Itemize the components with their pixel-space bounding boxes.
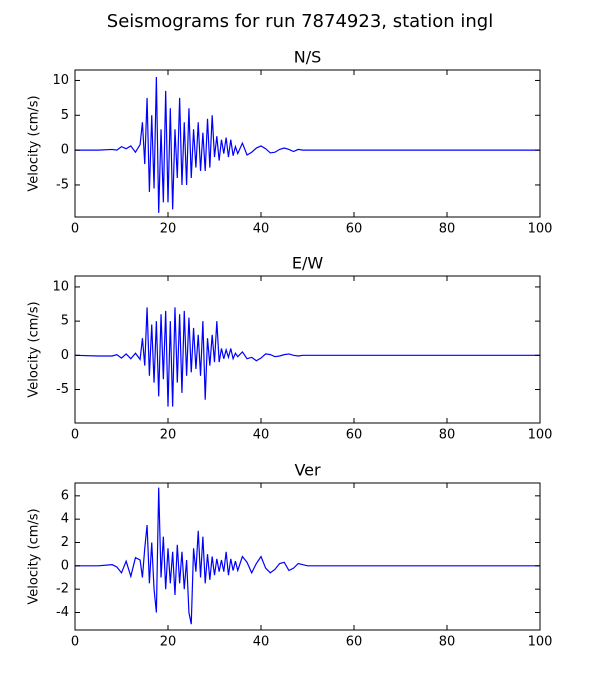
y-tick-label: -2 <box>56 582 69 597</box>
x-tick-label: 0 <box>71 428 79 443</box>
plot-frame <box>74 482 541 631</box>
y-tick-label: -5 <box>56 382 69 397</box>
y-tick-label: -5 <box>56 177 69 192</box>
y-tick-label: 4 <box>61 512 69 527</box>
plot-frame <box>74 275 541 424</box>
x-tick-label: 60 <box>346 428 363 443</box>
subplot-title: Ver <box>294 461 321 480</box>
y-tick-label: 0 <box>61 143 69 158</box>
y-tick-label: -4 <box>56 605 69 620</box>
x-tick-label: 20 <box>160 222 177 237</box>
x-tick-label: 60 <box>346 222 363 237</box>
x-tick-label: 80 <box>439 635 456 650</box>
x-tick-label: 100 <box>528 635 553 650</box>
x-tick-label: 20 <box>160 428 177 443</box>
subplot-title: E/W <box>292 254 324 273</box>
y-tick-label: 0 <box>61 558 69 573</box>
y-axis-label: Velocity (cm/s) <box>27 301 42 397</box>
x-tick-label: 40 <box>253 222 270 237</box>
y-tick-label: 5 <box>61 314 69 329</box>
seismogram-line <box>74 307 540 407</box>
subplot-title: N/S <box>294 48 322 67</box>
x-tick-label: 0 <box>71 222 79 237</box>
y-tick-label: 0 <box>61 348 69 363</box>
x-tick-label: 40 <box>253 635 270 650</box>
x-tick-label: 20 <box>160 635 177 650</box>
y-tick-label: 5 <box>61 108 69 123</box>
y-axis-label: Velocity (cm/s) <box>27 508 42 604</box>
y-tick-label: 6 <box>61 488 69 503</box>
y-tick-label: 10 <box>52 279 69 294</box>
x-tick-label: 80 <box>439 428 456 443</box>
x-tick-label: 100 <box>528 222 553 237</box>
x-tick-label: 100 <box>528 428 553 443</box>
y-tick-label: 2 <box>61 535 69 550</box>
x-tick-label: 40 <box>253 428 270 443</box>
plot-frame <box>74 69 541 218</box>
y-tick-label: 10 <box>52 73 69 88</box>
figure-title: Seismograms for run 7874923, station ing… <box>107 11 493 32</box>
y-axis-label: Velocity (cm/s) <box>27 95 42 191</box>
x-tick-label: 0 <box>71 635 79 650</box>
x-tick-label: 80 <box>439 222 456 237</box>
seismogram-line <box>75 487 540 625</box>
x-tick-label: 60 <box>346 635 363 650</box>
seismogram-line <box>75 76 540 213</box>
